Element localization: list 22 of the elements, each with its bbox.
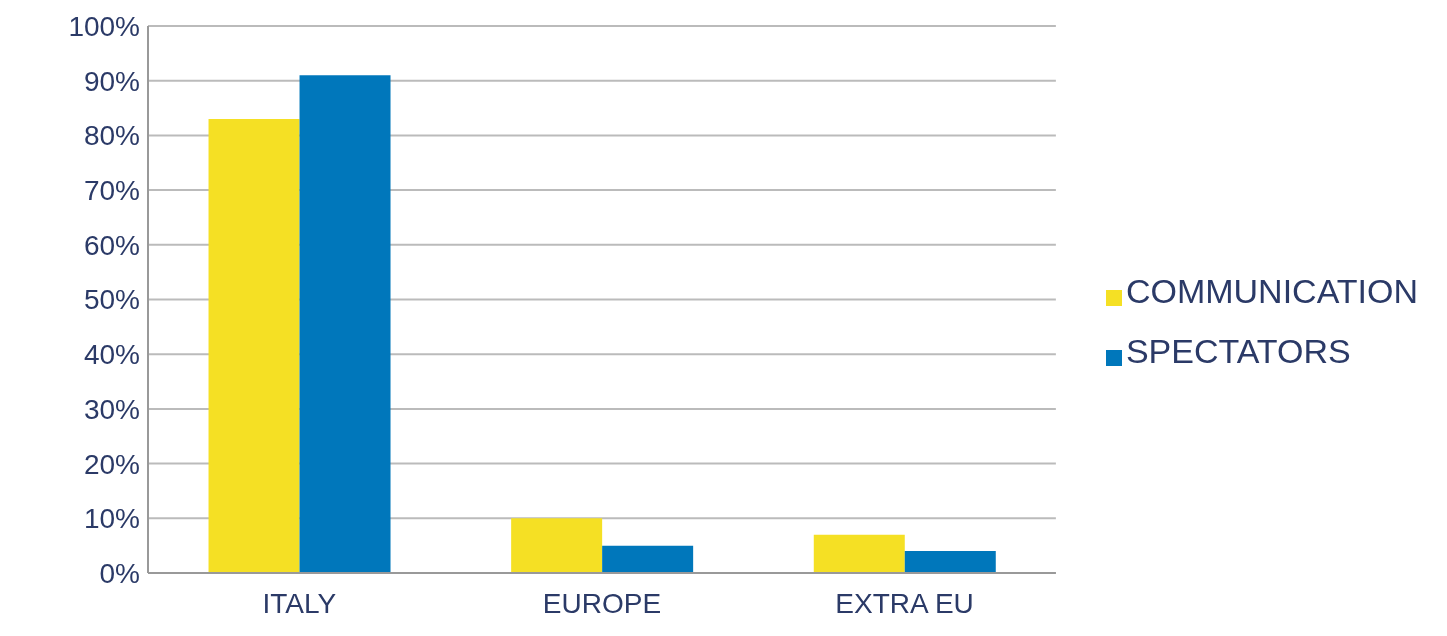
bar	[208, 118, 300, 573]
x-tick-label: EXTRA EU	[835, 587, 974, 619]
legend-label: COMMUNICATION	[1125, 271, 1418, 310]
x-tick-label: EUROPE	[542, 587, 662, 619]
y-tick-label: 30%	[83, 393, 140, 425]
y-tick-label: 50%	[83, 284, 140, 316]
bar	[299, 75, 391, 573]
y-tick-label: 20%	[83, 448, 140, 480]
bar	[602, 545, 694, 573]
legend-label: SPECTATORS	[1125, 331, 1351, 370]
bar	[813, 534, 905, 573]
bar	[904, 551, 996, 573]
y-tick-label: 10%	[83, 503, 140, 535]
y-tick-label: 70%	[83, 175, 140, 207]
y-tick-label: 40%	[83, 339, 140, 371]
y-tick-label: 0%	[99, 557, 140, 589]
y-tick-label: 80%	[83, 120, 140, 152]
y-tick-label: 60%	[83, 229, 140, 261]
x-tick-label: ITALY	[262, 587, 337, 619]
bar	[511, 518, 603, 573]
y-tick-label: 100%	[68, 10, 140, 42]
y-tick-label: 90%	[83, 65, 140, 97]
